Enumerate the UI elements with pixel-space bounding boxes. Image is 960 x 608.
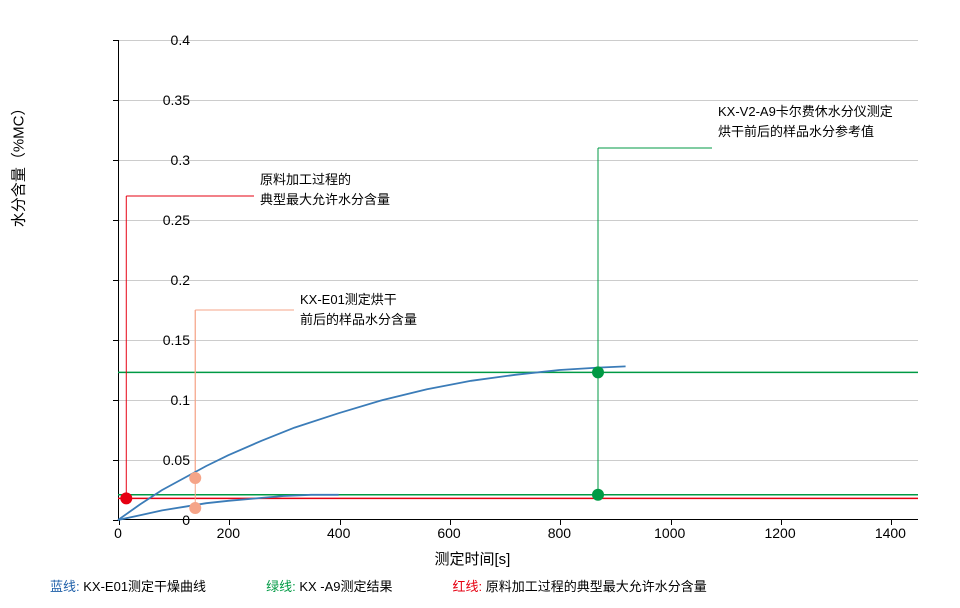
ytick-mark <box>113 160 119 161</box>
ytick-mark <box>113 40 119 41</box>
anno-green: KX-V2-A9卡尔费休水分仪测定烘干前后的样品水分参考值 <box>718 102 893 141</box>
x-axis-label: 测定时间[s] <box>434 548 510 569</box>
ytick-mark <box>113 400 119 401</box>
ytick-label: 0.4 <box>130 32 190 48</box>
ytick-label: 0.15 <box>130 332 190 348</box>
xtick-label: 1200 <box>764 525 795 541</box>
gridline <box>119 400 918 401</box>
chart-container: 水分含量（%MC） 测定时间[s] 00.050.10.150.20.250.3… <box>40 20 920 560</box>
legend-red: 红线: 原料加工过程的典型最大允许水分含量 <box>453 576 707 595</box>
ytick-label: 0.25 <box>130 212 190 228</box>
ytick-label: 0.2 <box>130 272 190 288</box>
legend-red-label: 红线: <box>453 579 483 594</box>
anno-green-line2: 烘干前后的样品水分参考值 <box>718 122 893 142</box>
xtick-label: 400 <box>327 525 350 541</box>
y-axis-label: 水分含量（%MC） <box>8 100 29 227</box>
gridline <box>119 460 918 461</box>
anno-salmon-line1: KX-E01测定烘干 <box>300 290 417 310</box>
gridline <box>119 40 918 41</box>
anno-red: 原料加工过程的典型最大允许水分含量 <box>260 170 390 209</box>
xtick-label: 800 <box>548 525 571 541</box>
anno-red-line2: 典型最大允许水分含量 <box>260 190 390 210</box>
xtick-label: 200 <box>217 525 240 541</box>
gridline <box>119 160 918 161</box>
ytick-mark <box>113 100 119 101</box>
anno-salmon: KX-E01测定烘干前后的样品水分含量 <box>300 290 417 329</box>
ytick-label: 0.35 <box>130 92 190 108</box>
legend: 蓝线: KX-E01测定干燥曲线 绿线: KX -A9测定结果 红线: 原料加工… <box>50 576 707 595</box>
legend-blue-label: 蓝线: <box>50 579 80 594</box>
ytick-mark <box>113 220 119 221</box>
xtick-label: 1400 <box>875 525 906 541</box>
anno-green-line1: KX-V2-A9卡尔费休水分仪测定 <box>718 102 893 122</box>
ytick-mark <box>113 460 119 461</box>
legend-blue: 蓝线: KX-E01测定干燥曲线 <box>50 576 206 595</box>
gridline <box>119 100 918 101</box>
legend-green: 绿线: KX -A9测定结果 <box>266 576 392 595</box>
ytick-mark <box>113 340 119 341</box>
anno-red-line1: 原料加工过程的 <box>260 170 390 190</box>
gridline <box>119 280 918 281</box>
ytick-mark <box>113 280 119 281</box>
legend-green-text: KX -A9测定结果 <box>299 579 392 594</box>
legend-blue-text: KX-E01测定干燥曲线 <box>83 579 206 594</box>
gridline <box>119 340 918 341</box>
xtick-label: 1000 <box>654 525 685 541</box>
legend-green-label: 绿线: <box>266 579 296 594</box>
ytick-label: 0 <box>130 512 190 528</box>
xtick-label: 0 <box>114 525 122 541</box>
anno-salmon-line2: 前后的样品水分含量 <box>300 310 417 330</box>
xtick-label: 600 <box>437 525 460 541</box>
ytick-label: 0.05 <box>130 452 190 468</box>
legend-red-text: 原料加工过程的典型最大允许水分含量 <box>486 579 707 594</box>
gridline <box>119 220 918 221</box>
ytick-label: 0.3 <box>130 152 190 168</box>
ytick-label: 0.1 <box>130 392 190 408</box>
